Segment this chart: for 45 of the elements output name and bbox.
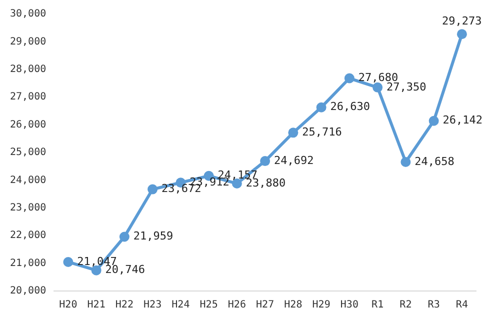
data-label: 21,959 — [133, 230, 174, 243]
data-label: 27,350 — [386, 80, 426, 94]
x-tick-label: R4 — [456, 300, 468, 311]
data-label: 26,142 — [442, 114, 483, 127]
x-tick-label: H30 — [340, 300, 358, 311]
point — [456, 29, 467, 40]
x-tick-label: R1 — [372, 300, 384, 311]
point — [316, 102, 326, 112]
x-tick-label: H29 — [312, 300, 330, 311]
point — [148, 184, 158, 194]
y-tick-label: 29,000 — [10, 36, 46, 48]
y-tick-label: 20,000 — [10, 286, 46, 297]
data-label: 29,273 — [442, 14, 482, 28]
y-tick-label: 24,000 — [10, 174, 46, 186]
data-label: 25,716 — [302, 126, 342, 139]
y-tick-label: 21,000 — [10, 258, 46, 269]
x-tick-label: H20 — [59, 300, 78, 311]
x-tick-label: H24 — [172, 300, 190, 311]
y-tick-label: 23,000 — [10, 202, 46, 214]
x-tick-label: H21 — [87, 300, 106, 311]
x-tick-label: R3 — [428, 300, 440, 311]
point — [260, 156, 270, 166]
y-tick-label: 26,000 — [10, 119, 46, 130]
x-tick-label: H23 — [144, 300, 162, 311]
point — [344, 73, 354, 84]
data-label: 24,658 — [414, 154, 454, 168]
x-tick-label: R2 — [400, 300, 412, 311]
data-label: 24,692 — [274, 154, 314, 167]
y-tick-label: 27,000 — [10, 92, 46, 103]
x-tick-label: H27 — [256, 300, 274, 311]
point — [400, 156, 411, 167]
y-tick-label: 28,000 — [10, 64, 46, 75]
x-tick-label: H26 — [228, 300, 246, 311]
y-tick-label: 30,000 — [10, 8, 46, 20]
x-tick-label: H25 — [200, 300, 218, 311]
data-label: 26,630 — [330, 100, 370, 114]
y-tick-label: 22,000 — [10, 230, 46, 242]
point — [372, 82, 383, 92]
point — [288, 128, 298, 138]
point — [428, 116, 439, 126]
point — [63, 257, 74, 267]
y-tick-label: 25,000 — [10, 147, 46, 158]
point — [119, 232, 130, 242]
x-tick-label: H28 — [284, 300, 302, 311]
x-tick-label: H22 — [115, 300, 134, 311]
